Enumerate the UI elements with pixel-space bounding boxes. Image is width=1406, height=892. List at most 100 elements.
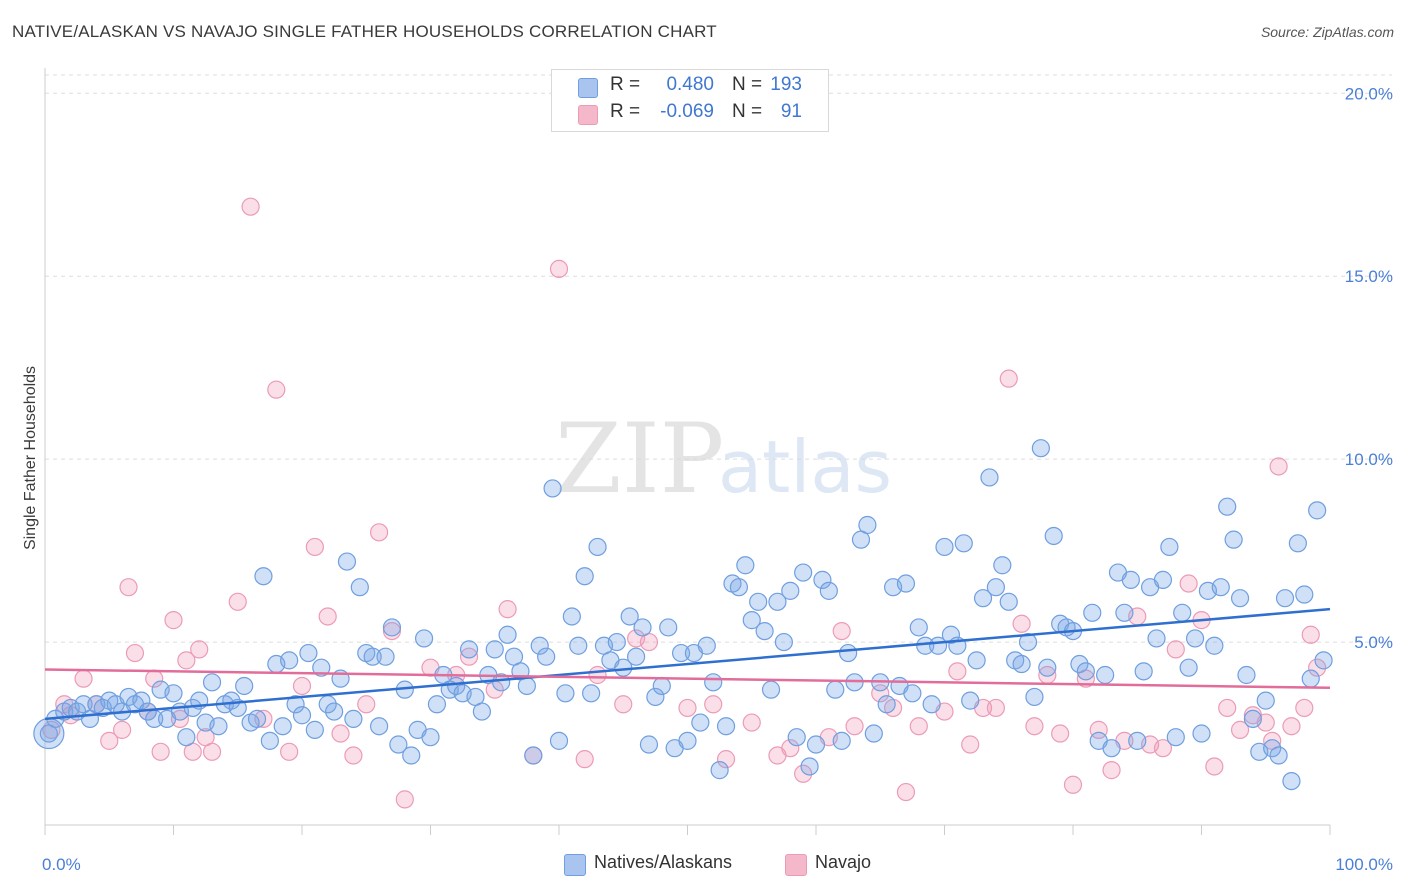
natives-point <box>1102 739 1121 758</box>
navajo-point <box>614 695 633 714</box>
natives-point <box>1038 658 1057 677</box>
navajo-point <box>588 665 607 685</box>
natives-point <box>755 621 774 641</box>
natives-point <box>858 515 877 535</box>
natives-point <box>1031 439 1050 458</box>
natives-point <box>530 636 549 655</box>
natives-point <box>678 731 697 750</box>
navajo-point <box>202 742 222 761</box>
natives-point <box>222 691 241 710</box>
natives-point <box>1153 570 1173 589</box>
navajo-point <box>280 742 299 761</box>
navajo-point <box>1179 574 1198 593</box>
tick-labels: 5.0% 10.0% 15.0% 20.0% 0.0% 100.0% <box>42 84 1393 874</box>
natives-point <box>671 643 691 663</box>
legend-n-value: 91 <box>780 101 802 122</box>
natives-point <box>286 695 305 714</box>
natives-point <box>986 578 1006 597</box>
legend: R = 0.480 N = 193 R = -0.069 N = 91 <box>551 69 829 132</box>
navajo-point <box>344 746 363 765</box>
natives-point <box>716 717 736 736</box>
navajo-point <box>678 698 697 718</box>
navajo-point <box>1051 724 1070 743</box>
natives-point <box>389 735 408 754</box>
navajo-point <box>190 640 209 659</box>
natives-point <box>209 717 228 736</box>
natives-point <box>325 702 344 721</box>
natives-point <box>973 589 993 608</box>
navajo-point <box>1295 698 1314 718</box>
natives-point <box>382 618 402 637</box>
natives-point <box>1018 632 1038 652</box>
bottom-legend-label-navajo: Navajo <box>815 852 872 872</box>
navajo-point <box>305 537 324 557</box>
natives-point <box>459 640 479 659</box>
natives-point <box>794 563 813 582</box>
natives-point <box>235 676 254 696</box>
legend-row-navajo: R = -0.069 N = 91 <box>552 101 828 127</box>
natives-point <box>806 735 826 754</box>
natives-point <box>524 746 543 765</box>
natives-point <box>562 607 581 626</box>
navajo-point <box>228 592 247 611</box>
natives-point <box>1275 589 1295 608</box>
natives-point <box>1128 731 1147 750</box>
natives-point <box>1269 746 1288 765</box>
natives-point <box>1044 526 1063 546</box>
natives-point <box>729 578 749 597</box>
navajo-point <box>1282 717 1301 736</box>
natives-point <box>273 717 292 736</box>
navajo-point <box>119 578 138 597</box>
natives-point <box>761 680 781 699</box>
navajo-point <box>1308 658 1327 677</box>
navajo-point <box>1012 614 1031 633</box>
navajo-point <box>1166 640 1185 659</box>
natives-point <box>427 695 447 714</box>
natives-point <box>549 731 569 750</box>
natives-trend-line <box>44 607 1331 721</box>
natives-point <box>1243 709 1263 729</box>
natives-point <box>954 534 973 553</box>
natives-point <box>832 731 851 750</box>
natives-point <box>736 556 755 575</box>
legend-r-value: 0.480 <box>666 74 714 95</box>
natives-point <box>247 709 267 729</box>
natives-point <box>370 717 389 736</box>
navajo-point <box>1153 739 1173 758</box>
natives-point <box>697 636 716 655</box>
legend-n-label: N = <box>732 74 763 95</box>
natives-point <box>588 537 607 557</box>
navajo-point <box>948 662 967 681</box>
natives-point <box>980 468 999 487</box>
y-tick-label: 20.0% <box>1345 84 1393 103</box>
natives-point <box>877 695 896 714</box>
navajo-point <box>909 717 928 736</box>
natives-point <box>1096 665 1115 685</box>
natives-point <box>350 578 369 597</box>
navajo-point <box>164 611 183 630</box>
natives-point <box>826 680 845 699</box>
natives-point <box>402 746 421 765</box>
natives-point <box>800 757 819 776</box>
natives-point <box>33 717 65 750</box>
natives-point <box>961 691 980 710</box>
natives-point <box>537 647 556 666</box>
natives-point <box>774 632 793 652</box>
natives-point <box>607 632 626 652</box>
natives-point <box>819 581 838 600</box>
natives-point <box>517 676 536 696</box>
navajo-point <box>549 259 569 279</box>
navajo-point <box>781 739 800 758</box>
natives-point <box>639 735 659 754</box>
natives-point <box>941 625 961 644</box>
natives-point <box>280 651 299 670</box>
navajo-point <box>170 709 190 729</box>
natives-point <box>1121 570 1140 589</box>
natives-point <box>704 673 723 692</box>
navajo-point <box>395 790 414 809</box>
navajo-trend-line <box>44 668 1331 690</box>
y-tick-label: 10.0% <box>1345 450 1393 469</box>
navajo-point <box>370 523 389 542</box>
natives-point <box>864 724 883 743</box>
natives-point <box>1173 603 1192 622</box>
